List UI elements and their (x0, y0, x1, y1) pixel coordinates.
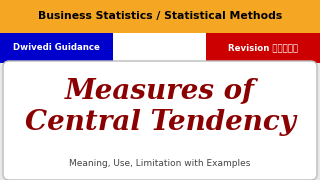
Bar (0, 0, 320, 33)
Text: Dwivedi Guidance: Dwivedi Guidance (13, 44, 100, 53)
Text: Business Statistics / Statistical Methods: Business Statistics / Statistical Method… (38, 12, 282, 21)
Text: Measures of: Measures of (65, 78, 255, 105)
Text: Central Tendency: Central Tendency (25, 109, 295, 136)
Bar (206, 33, 320, 63)
Bar (0, 33, 113, 63)
Bar (0, 33, 320, 63)
Text: Revision फटाफट: Revision फटाफट (228, 44, 298, 53)
Text: Meaning, Use, Limitation with Examples: Meaning, Use, Limitation with Examples (69, 159, 251, 168)
FancyBboxPatch shape (3, 61, 317, 180)
